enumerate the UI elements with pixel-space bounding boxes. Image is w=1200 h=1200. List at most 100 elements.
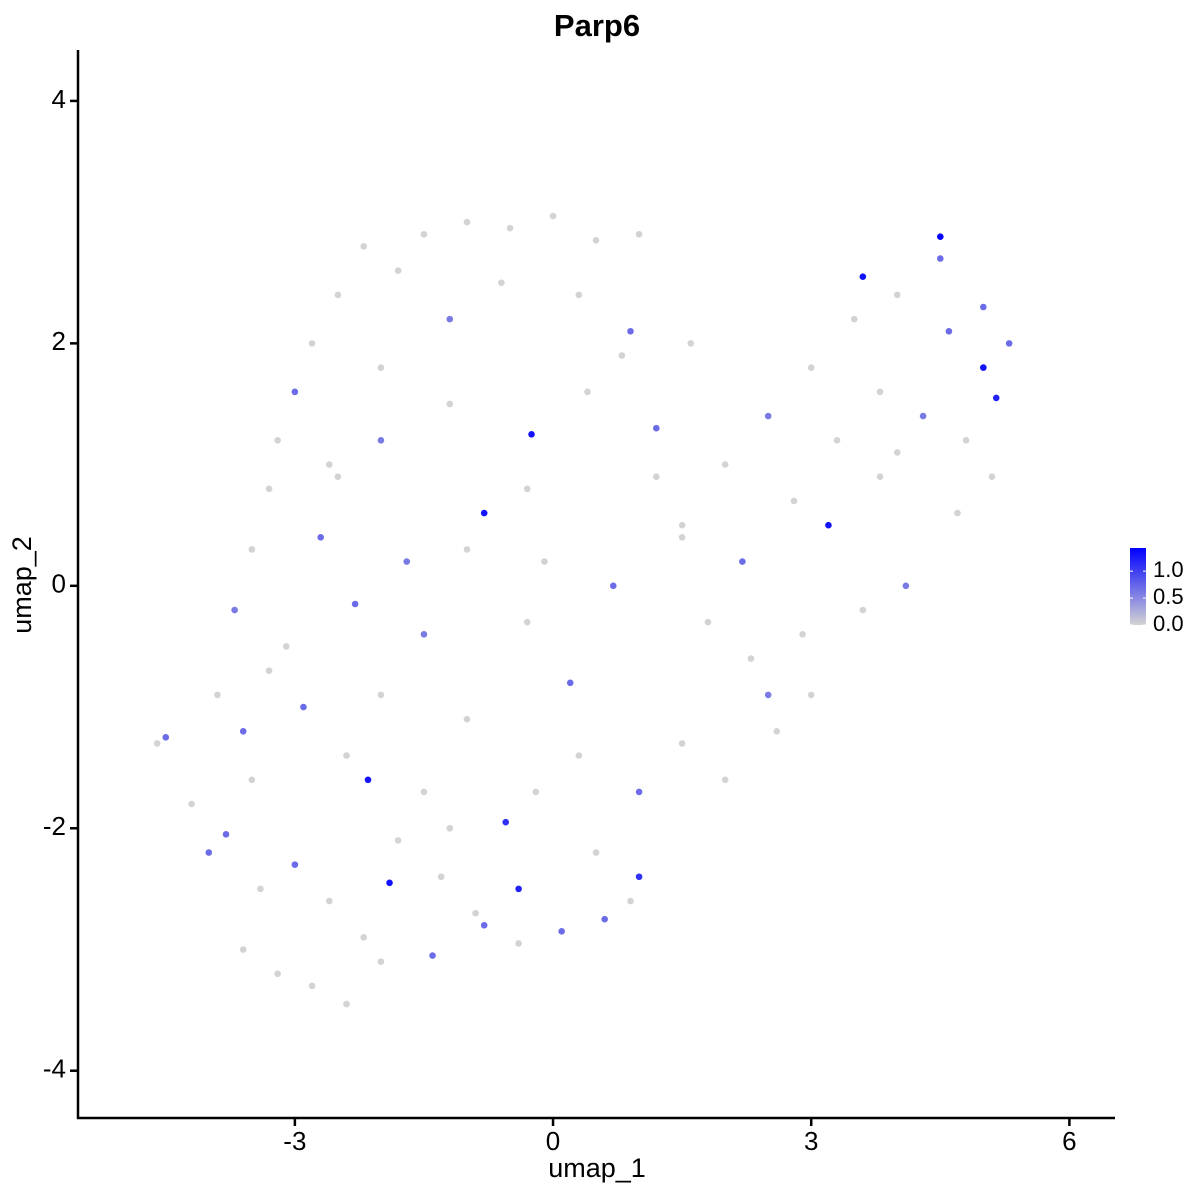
point [532,788,540,796]
point [678,740,686,747]
point [876,473,884,481]
point [231,606,238,614]
point [334,291,342,299]
point [377,437,385,444]
point [992,394,1000,402]
point [807,691,815,699]
point [592,849,600,856]
point [980,364,987,371]
point [601,915,608,923]
point [575,291,583,299]
point [859,606,867,614]
point [248,546,256,553]
point [386,879,393,887]
point [351,600,359,608]
point [609,582,617,590]
point [308,340,316,347]
point [446,315,454,323]
point [463,546,471,553]
point [300,703,307,711]
point [502,818,510,826]
point [566,679,574,687]
x-tick-label: 3 [804,1126,818,1156]
point [704,618,712,626]
point [429,952,436,959]
point [678,534,686,541]
point [463,715,471,723]
point [515,885,522,893]
point [902,582,910,590]
colorbar-label: 0.5 [1153,584,1184,609]
point [584,388,591,396]
point [420,788,428,796]
point [291,861,299,868]
point [437,873,445,881]
point [954,509,961,517]
colorbar [1130,548,1146,625]
colorbar-label: 0.0 [1153,611,1184,636]
point [773,727,781,735]
point [463,218,471,226]
point [377,958,385,965]
y-axis-title: umap_2 [7,536,37,634]
point [678,521,686,529]
point [377,691,385,699]
point [214,691,221,699]
point [893,291,901,299]
point [506,224,514,232]
point [764,412,772,420]
point [394,837,402,844]
point [528,430,535,438]
x-tick-label: 0 [546,1126,560,1156]
point [799,631,806,638]
x-tick-label: -3 [283,1126,306,1156]
point [265,667,273,674]
point [420,230,428,238]
point [876,388,884,396]
point [248,776,256,784]
point [274,970,281,978]
point [308,982,316,990]
point [325,897,333,905]
point [364,776,372,784]
point [446,400,454,408]
y-tick-label: 4 [52,84,66,114]
point [239,727,247,735]
x-axis-title: umap_1 [548,1153,646,1183]
point [790,497,798,505]
point [747,655,755,662]
point [239,946,247,953]
point [833,437,841,444]
point [498,279,505,287]
point [627,327,634,335]
point [325,461,333,468]
point [446,824,454,832]
point [988,473,996,481]
point [721,461,729,468]
point [618,352,626,359]
point [377,364,385,371]
point [893,449,901,456]
point [162,734,170,741]
y-tick-label: 0 [52,569,66,599]
point [687,340,695,347]
y-tick-label: -2 [43,811,66,841]
point [739,558,746,565]
point [635,788,643,796]
point [282,643,290,650]
point [188,800,195,808]
y-tick-label: -4 [43,1054,66,1084]
point [980,303,987,311]
point [945,327,953,335]
point [360,934,368,941]
point [403,558,411,565]
point [653,424,660,432]
point [472,909,479,917]
y-tick-label: 2 [52,326,66,356]
point [937,255,944,262]
point [420,631,428,638]
point [764,691,772,699]
point [919,412,927,420]
point [825,521,832,529]
point [291,388,299,396]
